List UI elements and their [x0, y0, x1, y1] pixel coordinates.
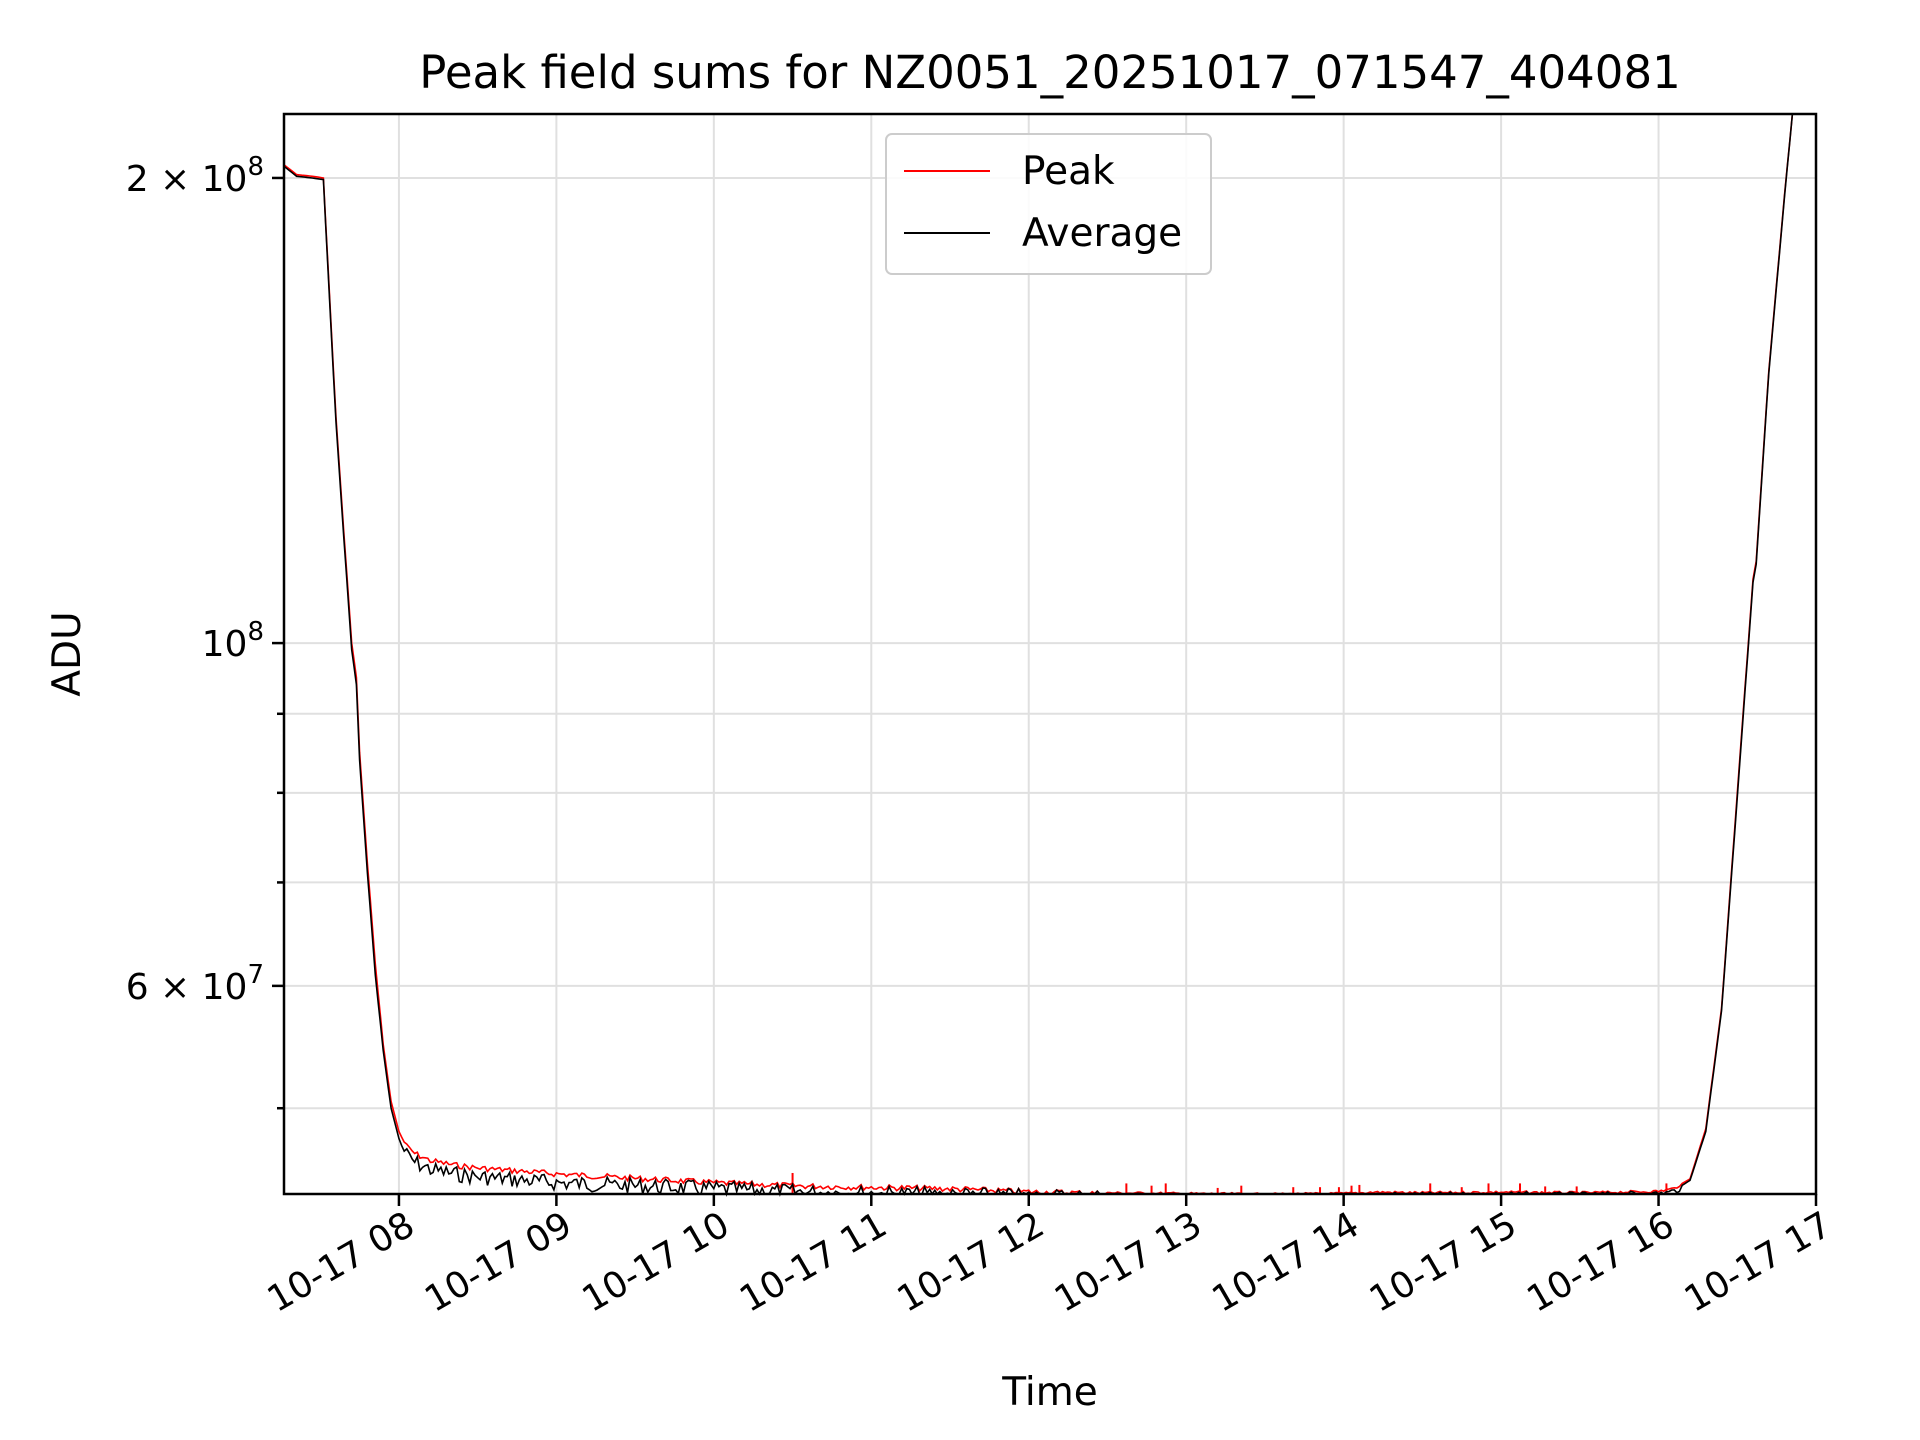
y-tick-label-1: 108	[202, 617, 264, 665]
x-axis-label: Time	[1001, 1370, 1097, 1415]
y-tick-label-base-2: 6 × 10	[126, 967, 248, 1008]
y-tick-label-exp-1: 8	[247, 617, 264, 647]
plot-frame	[282, 112, 1818, 1196]
y-axis-label: ADU	[45, 611, 90, 696]
legend-label-average: Average	[1022, 211, 1182, 256]
chart-title: Peak field sums for NZ0051_20251017_0715…	[419, 46, 1680, 99]
legend-box	[885, 133, 1212, 275]
y-tick-label-exp-2: 7	[247, 960, 264, 990]
y-tick-label-2: 6 × 107	[126, 960, 264, 1008]
y-tick-label-exp-0: 8	[247, 152, 264, 182]
legend-label-peak: Peak	[1022, 149, 1115, 194]
y-tick-label-0: 2 × 108	[126, 152, 264, 200]
legend: Peak Average	[885, 133, 1212, 275]
y-tick-label-base-1: 10	[202, 624, 248, 665]
y-tick-label-base-0: 2 × 10	[126, 159, 248, 200]
